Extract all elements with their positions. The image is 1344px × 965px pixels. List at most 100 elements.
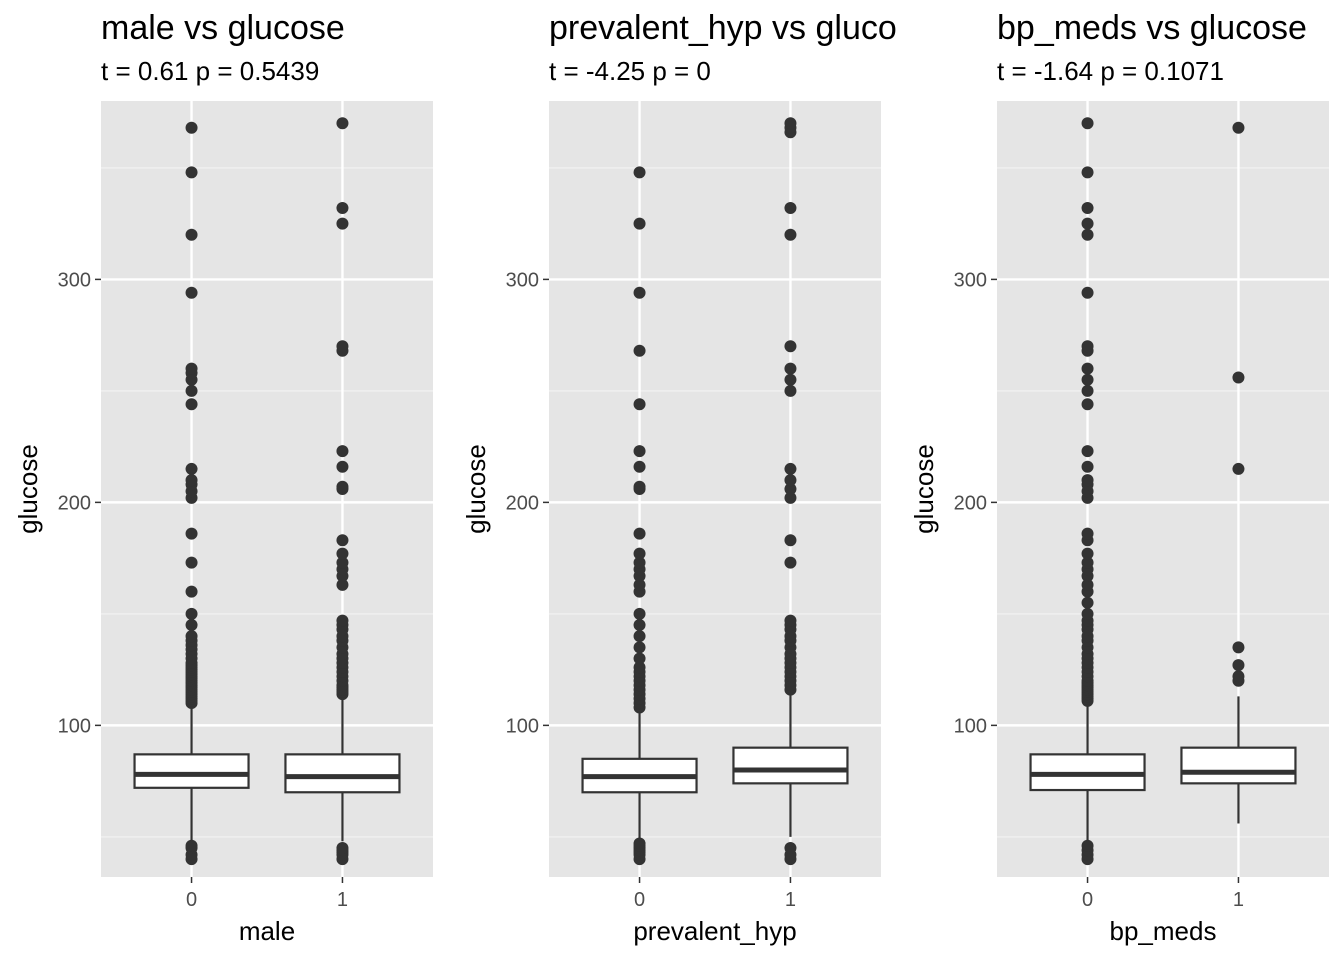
- outlier-point: [1081, 286, 1094, 299]
- outlier-point: [185, 384, 198, 397]
- outlier-point: [1081, 228, 1094, 241]
- outlier-point: [1081, 362, 1094, 375]
- outlier-point: [784, 202, 797, 215]
- outlier-point: [336, 460, 349, 473]
- outlier-point: [336, 534, 349, 547]
- panel-1: 100 200 300 0 1 male glucose male vs glucose t =…: [13, 9, 433, 946]
- plot-background: [101, 101, 433, 877]
- panel-title: prevalent_hyp vs glucose: [549, 9, 933, 47]
- outlier-point: [784, 228, 797, 241]
- x-tick-label: 1: [337, 889, 348, 911]
- y-tick-label: 200: [954, 492, 987, 514]
- outlier-point: [336, 217, 349, 230]
- x-axis-title: bp_meds: [1110, 916, 1217, 946]
- panel-subtitle: t = -4.25 p = 0: [549, 56, 711, 86]
- y-tick-label: 100: [954, 715, 987, 737]
- x-tick-label: 0: [186, 889, 197, 911]
- outlier-point: [1232, 371, 1245, 384]
- outlier-point: [336, 445, 349, 458]
- y-axis-title: glucose: [461, 444, 491, 534]
- outlier-point: [185, 166, 198, 179]
- panel-2: 100 200 300 0 1 prevalent_hyp glucose prevalent…: [461, 9, 933, 946]
- outlier-point: [336, 578, 349, 591]
- outlier-point: [1081, 460, 1094, 473]
- outlier-point: [784, 117, 797, 130]
- box-body: [1180, 746, 1297, 785]
- box-1: [732, 117, 849, 866]
- outlier-point: [336, 556, 349, 569]
- outlier-point: [633, 527, 646, 540]
- outlier-point: [1081, 166, 1094, 179]
- outlier-point: [1081, 384, 1094, 397]
- box-body: [133, 753, 250, 789]
- panel-title: male vs glucose: [101, 9, 345, 47]
- outlier-point: [1081, 445, 1094, 458]
- outlier-point: [633, 607, 646, 620]
- x-tick-label: 0: [1082, 889, 1093, 911]
- outlier-point: [185, 839, 198, 852]
- outlier-point: [1081, 839, 1094, 852]
- outlier-point: [1081, 474, 1094, 487]
- outlier-point: [784, 373, 797, 386]
- outlier-point: [1081, 398, 1094, 411]
- outlier-point: [1081, 340, 1094, 353]
- outlier-point: [185, 630, 198, 643]
- outlier-point: [1081, 578, 1094, 591]
- x-tick-label: 1: [1233, 889, 1244, 911]
- y-tick-label: 100: [506, 715, 539, 737]
- box-body: [284, 753, 401, 794]
- panel-title: bp_meds vs glucose: [997, 9, 1307, 47]
- outlier-point: [633, 547, 646, 560]
- outlier-point: [1232, 462, 1245, 475]
- outlier-point: [784, 491, 797, 504]
- y-axis-title: glucose: [13, 444, 43, 534]
- outlier-point: [784, 384, 797, 397]
- outlier-point: [1081, 607, 1094, 620]
- outlier-point: [784, 556, 797, 569]
- outlier-point: [784, 474, 797, 487]
- outlier-point: [185, 462, 198, 475]
- x-axis-title: male: [239, 916, 295, 946]
- outlier-point: [185, 362, 198, 375]
- outlier-point: [1081, 117, 1094, 130]
- y-tick-label: 300: [954, 269, 987, 291]
- outlier-point: [1081, 527, 1094, 540]
- x-tick-label: 0: [634, 889, 645, 911]
- outlier-point: [784, 340, 797, 353]
- outlier-point: [1081, 556, 1094, 569]
- outlier-point: [633, 661, 646, 674]
- y-tick-label: 300: [506, 269, 539, 291]
- outlier-point: [336, 547, 349, 560]
- outlier-point: [336, 202, 349, 215]
- outlier-point: [633, 286, 646, 299]
- outlier-point: [185, 556, 198, 569]
- outlier-point: [784, 842, 797, 855]
- outlier-point: [633, 460, 646, 473]
- outlier-point: [1232, 641, 1245, 654]
- outlier-point: [185, 398, 198, 411]
- box-1: [1180, 121, 1297, 824]
- outlier-point: [336, 117, 349, 130]
- outlier-point: [633, 837, 646, 850]
- outlier-point: [336, 614, 349, 627]
- outlier-point: [633, 344, 646, 357]
- outlier-point: [784, 362, 797, 375]
- outlier-point: [784, 462, 797, 475]
- outlier-point: [185, 585, 198, 598]
- outlier-point: [1081, 202, 1094, 215]
- outlier-point: [1081, 373, 1094, 386]
- box-0: [1029, 117, 1146, 866]
- outlier-point: [1081, 217, 1094, 230]
- outlier-point: [784, 614, 797, 627]
- panel-subtitle: t = -1.64 p = 0.1071: [997, 56, 1224, 86]
- outlier-point: [633, 398, 646, 411]
- outlier-point: [633, 630, 646, 643]
- outlier-point: [784, 483, 797, 495]
- x-axis-title: prevalent_hyp: [633, 916, 796, 946]
- outlier-point: [1232, 121, 1245, 134]
- outlier-point: [633, 619, 646, 632]
- outlier-point: [1081, 596, 1094, 609]
- outlier-point: [185, 527, 198, 540]
